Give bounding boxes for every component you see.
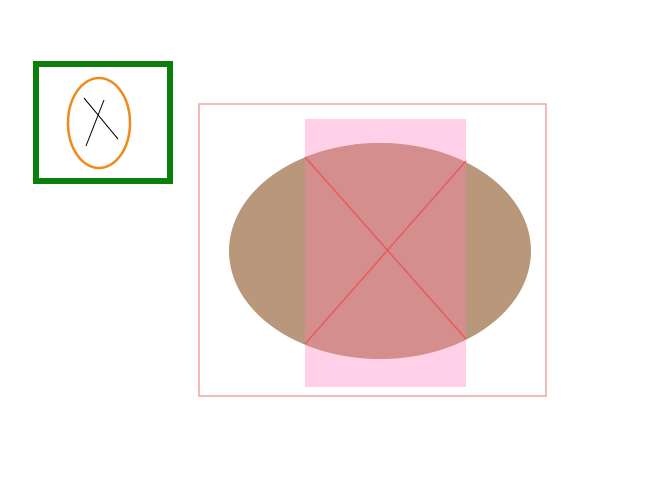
main-frame[interactable] (198, 103, 547, 397)
thumbnail-ellipse (66, 76, 132, 170)
overlap-region (305, 143, 466, 359)
thumbnail-frame[interactable] (33, 61, 173, 184)
cross-line-1 (304, 156, 467, 340)
cross-line-2 (304, 160, 467, 345)
thumbnail-cross-line-1 (83, 97, 119, 140)
thumbnail-group[interactable] (33, 61, 173, 184)
main-diagram-group[interactable] (198, 103, 547, 397)
thumbnail-cross-line-2 (85, 99, 105, 147)
